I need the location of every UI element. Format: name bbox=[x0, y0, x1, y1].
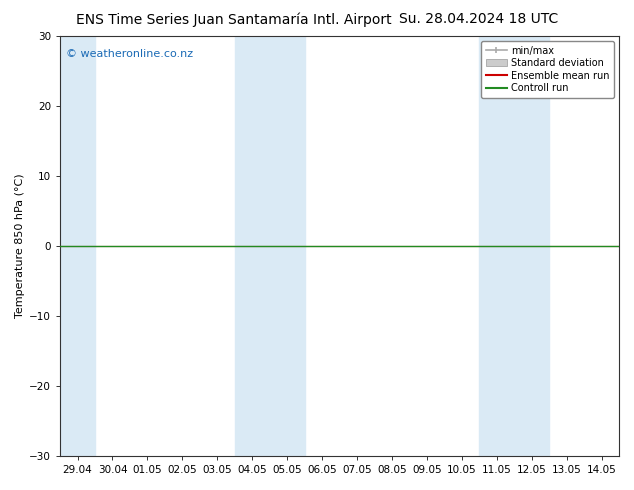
Text: © weatheronline.co.nz: © weatheronline.co.nz bbox=[66, 49, 193, 59]
Text: Su. 28.04.2024 18 UTC: Su. 28.04.2024 18 UTC bbox=[399, 12, 558, 26]
Bar bbox=[60, 36, 95, 456]
Bar bbox=[479, 36, 549, 456]
Legend: min/max, Standard deviation, Ensemble mean run, Controll run: min/max, Standard deviation, Ensemble me… bbox=[481, 41, 614, 98]
Text: ENS Time Series Juan Santamaría Intl. Airport: ENS Time Series Juan Santamaría Intl. Ai… bbox=[76, 12, 392, 27]
Bar bbox=[235, 36, 304, 456]
Y-axis label: Temperature 850 hPa (°C): Temperature 850 hPa (°C) bbox=[15, 174, 25, 318]
